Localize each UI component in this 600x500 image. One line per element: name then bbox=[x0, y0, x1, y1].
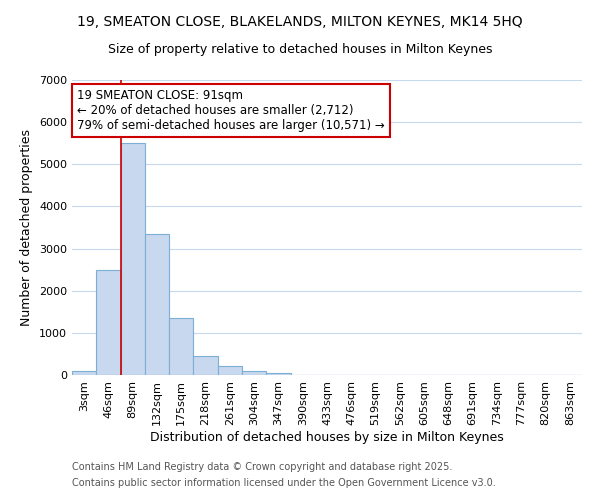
X-axis label: Distribution of detached houses by size in Milton Keynes: Distribution of detached houses by size … bbox=[150, 430, 504, 444]
Y-axis label: Number of detached properties: Number of detached properties bbox=[20, 129, 34, 326]
Text: 19, SMEATON CLOSE, BLAKELANDS, MILTON KEYNES, MK14 5HQ: 19, SMEATON CLOSE, BLAKELANDS, MILTON KE… bbox=[77, 15, 523, 29]
Bar bbox=[242, 371, 266, 375]
Bar bbox=[145, 234, 169, 375]
Text: Size of property relative to detached houses in Milton Keynes: Size of property relative to detached ho… bbox=[108, 42, 492, 56]
Bar bbox=[121, 143, 145, 375]
Bar bbox=[218, 366, 242, 375]
Bar bbox=[72, 371, 96, 375]
Bar bbox=[96, 270, 121, 375]
Text: 19 SMEATON CLOSE: 91sqm
← 20% of detached houses are smaller (2,712)
79% of semi: 19 SMEATON CLOSE: 91sqm ← 20% of detache… bbox=[77, 89, 385, 132]
Bar bbox=[266, 373, 290, 375]
Text: Contains HM Land Registry data © Crown copyright and database right 2025.: Contains HM Land Registry data © Crown c… bbox=[72, 462, 452, 472]
Text: Contains public sector information licensed under the Open Government Licence v3: Contains public sector information licen… bbox=[72, 478, 496, 488]
Bar bbox=[169, 318, 193, 375]
Bar bbox=[193, 356, 218, 375]
